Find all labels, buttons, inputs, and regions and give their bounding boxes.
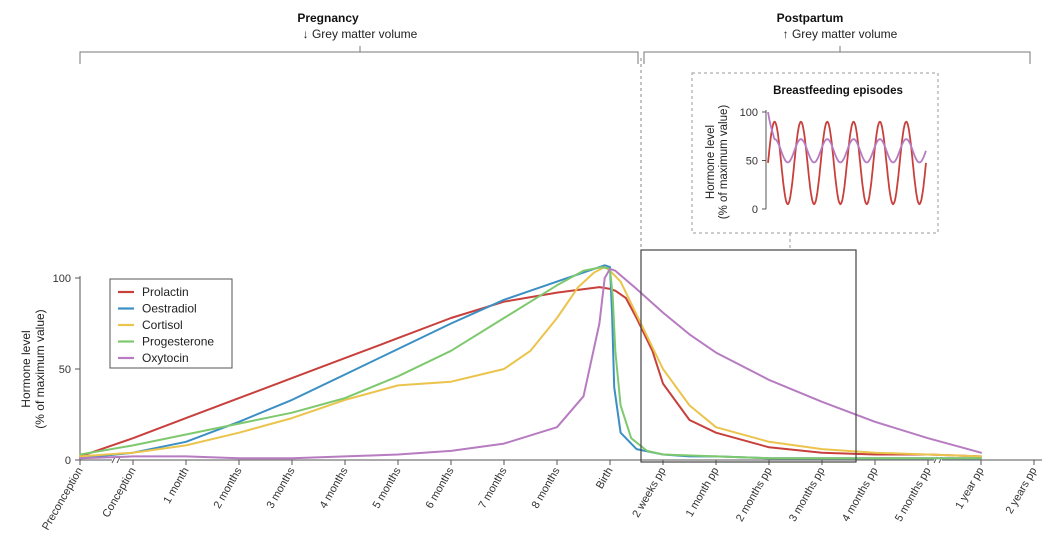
phase-pregnancy-bracket [79, 46, 639, 64]
inset-title: Breastfeeding episodes [773, 85, 903, 97]
x-tick-label-4-months: 4 months [318, 465, 351, 511]
x-tick-label-3-months-pp: 3 months pp [787, 466, 828, 524]
phase-pregnancy-subtitle: ↓ Grey matter volume [303, 27, 418, 41]
series-line-oxytocin [79, 267, 982, 460]
legend-label-cortisol: Cortisol [142, 318, 183, 332]
inset-y-tick-label: 100 [740, 107, 758, 119]
main-series [79, 264, 982, 460]
phase-pregnancy-title: Pregnancy [297, 11, 359, 25]
zoom-frame [640, 249, 857, 463]
inset-series-line-prolactin [767, 120, 927, 206]
inset-y-tick-label: 50 [746, 156, 758, 168]
phase-postpartum-title: Postpartum [777, 11, 844, 25]
x-tick-label-5-months-pp: 5 months pp [893, 466, 934, 524]
legend: Prolactin Oestradiol Cortisol Progesterone O… [109, 278, 233, 369]
legend-box [109, 278, 233, 369]
x-tick-label-1-year-pp: 1 year pp [953, 466, 986, 512]
x-tick-label-4-months-pp: 4 months pp [840, 466, 881, 524]
y-tick-label: 50 [59, 364, 71, 376]
inset-y-axis-label-line2: (% of maximum value) [718, 105, 730, 220]
inset-y-axis-label-line1: Hormone level [705, 125, 717, 199]
inset-axes: 0 50 100 Hormone level(% of maximum value) [705, 105, 767, 220]
x-tick-label-7-months: 7 months [477, 465, 510, 511]
inset-y-axis-label: Hormone level(% of maximum value) [705, 105, 730, 220]
y-tick-label: 100 [53, 273, 71, 285]
legend-label-prolactin: Prolactin [142, 285, 189, 299]
x-tick-label-2-weeks-pp: 2 weeks pp [630, 466, 668, 520]
x-tick-label-2-months-pp: 2 months pp [734, 466, 775, 524]
legend-label-oxytocin: Oxytocin [142, 351, 189, 365]
x-tick-label-birth: Birth [594, 466, 616, 492]
phase-pregnancy-header: Pregnancy ↓ Grey matter volume [79, 11, 639, 64]
x-tick-label-5-months: 5 months [371, 465, 404, 511]
x-tick-label-preconception: Preconception [40, 466, 86, 533]
x-tick-label-8-months: 8 months [530, 465, 563, 511]
inset-frame [691, 72, 939, 234]
inset-series-line-oxytocin [767, 111, 927, 164]
y-tick-label: 0 [65, 455, 71, 467]
x-tick-label-1-month-pp: 1 month pp [684, 466, 722, 520]
x-tick-label-2-years-pp: 2 years pp [1004, 466, 1040, 516]
legend-label-oestradiol: Oestradiol [142, 302, 197, 316]
y-axis-label-line1: Hormone level [19, 330, 33, 407]
x-tick-label-2-months: 2 months [212, 465, 245, 511]
x-tick-label-3-months: 3 months [265, 465, 298, 511]
y-axis-label: Hormone level(% of maximum value) [19, 309, 47, 428]
phase-postpartum-subtitle: ↑ Grey matter volume [783, 27, 898, 41]
inset-series [767, 111, 927, 206]
inset-y-tick-label: 0 [752, 204, 758, 216]
x-tick-label-conception: Conception [100, 466, 138, 520]
phase-postpartum-header: Postpartum ↑ Grey matter volume [643, 11, 1031, 64]
x-tick-label-6-months: 6 months [424, 465, 457, 511]
series-line-cortisol [79, 266, 982, 458]
x-tick-label-1-month: 1 month [161, 466, 191, 506]
legend-label-progesterone: Progesterone [142, 335, 214, 349]
y-axis-label-line2: (% of maximum value) [33, 309, 47, 428]
phase-postpartum-bracket [643, 46, 1031, 64]
